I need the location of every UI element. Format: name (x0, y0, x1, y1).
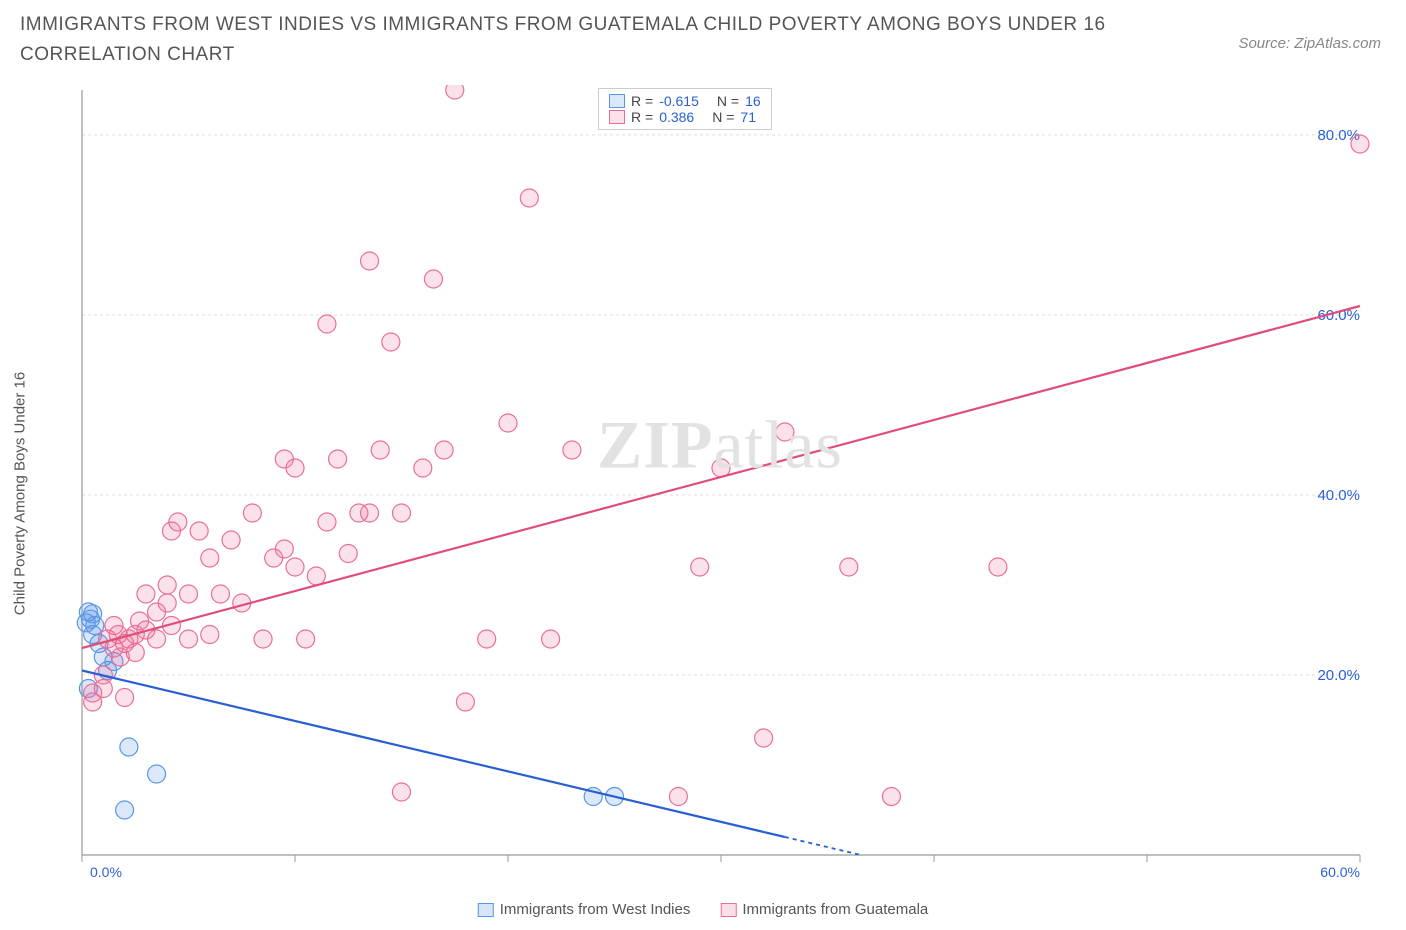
stats-legend: R = -0.615 N = 16 R = 0.386 N = 71 (598, 88, 772, 130)
legend-r-label: R = (631, 109, 653, 125)
data-point (116, 689, 134, 707)
svg-text:60.0%: 60.0% (1320, 864, 1360, 880)
data-point (329, 450, 347, 468)
legend-item: Immigrants from Guatemala (720, 901, 928, 918)
legend-swatch (720, 903, 736, 917)
svg-text:0.0%: 0.0% (90, 864, 122, 880)
data-point (435, 441, 453, 459)
chart-title: IMMIGRANTS FROM WEST INDIES VS IMMIGRANT… (20, 10, 1120, 71)
data-point (776, 423, 794, 441)
legend-n-label: N = (712, 109, 734, 125)
data-point (254, 630, 272, 648)
data-point (424, 270, 442, 288)
data-point (286, 558, 304, 576)
data-point (180, 630, 198, 648)
source-label: Source: ZipAtlas.com (1238, 35, 1381, 52)
legend-n-label: N = (717, 93, 739, 109)
data-point (307, 567, 325, 585)
data-point (297, 630, 315, 648)
legend-swatch (478, 903, 494, 917)
legend-swatch (609, 94, 625, 108)
data-point (456, 693, 474, 711)
series-legend: Immigrants from West Indies Immigrants fr… (478, 901, 929, 918)
data-point (339, 545, 357, 563)
legend-item: Immigrants from West Indies (478, 901, 691, 918)
data-point (361, 252, 379, 270)
data-point (126, 644, 144, 662)
data-point (361, 504, 379, 522)
scatter-chart: 20.0%40.0%60.0%80.0%0.0%60.0% (60, 85, 1380, 885)
data-point (84, 605, 102, 623)
legend-r-value: 0.386 (659, 109, 694, 125)
legend-row: R = -0.615 N = 16 (609, 93, 761, 109)
data-point (382, 333, 400, 351)
data-point (222, 531, 240, 549)
data-point (148, 765, 166, 783)
data-point (371, 441, 389, 459)
data-point (691, 558, 709, 576)
data-point (201, 626, 219, 644)
data-point (414, 459, 432, 477)
data-point (190, 522, 208, 540)
data-point (201, 549, 219, 567)
data-point (243, 504, 261, 522)
trend-line (82, 671, 785, 838)
data-point (542, 630, 560, 648)
svg-text:40.0%: 40.0% (1317, 487, 1360, 504)
data-point (148, 630, 166, 648)
legend-r-label: R = (631, 93, 653, 109)
legend-swatch (609, 110, 625, 124)
data-point (318, 513, 336, 531)
data-point (563, 441, 581, 459)
data-point (286, 459, 304, 477)
data-point (840, 558, 858, 576)
data-point (446, 85, 464, 99)
data-point (478, 630, 496, 648)
data-point (158, 594, 176, 612)
data-point (499, 414, 517, 432)
svg-text:20.0%: 20.0% (1317, 667, 1360, 684)
data-point (669, 788, 687, 806)
data-point (393, 783, 411, 801)
data-point (116, 801, 134, 819)
legend-r-value: -0.615 (659, 93, 699, 109)
data-point (393, 504, 411, 522)
legend-label: Immigrants from Guatemala (742, 901, 928, 918)
trend-line (82, 306, 1360, 648)
legend-n-value: 16 (745, 93, 761, 109)
chart-area: Child Poverty Among Boys Under 16 ZIPatl… (60, 85, 1380, 885)
data-point (120, 738, 138, 756)
legend-n-value: 71 (740, 109, 756, 125)
data-point (989, 558, 1007, 576)
data-point (318, 315, 336, 333)
data-point (755, 729, 773, 747)
data-point (180, 585, 198, 603)
data-point (211, 585, 229, 603)
data-point (882, 788, 900, 806)
data-point (520, 189, 538, 207)
y-axis-label: Child Poverty Among Boys Under 16 (12, 372, 29, 615)
legend-label: Immigrants from West Indies (500, 901, 691, 918)
data-point (1351, 135, 1369, 153)
data-point (158, 576, 176, 594)
legend-row: R = 0.386 N = 71 (609, 109, 761, 125)
data-point (275, 540, 293, 558)
data-point (137, 585, 155, 603)
trend-line-dash (785, 837, 861, 855)
data-point (169, 513, 187, 531)
